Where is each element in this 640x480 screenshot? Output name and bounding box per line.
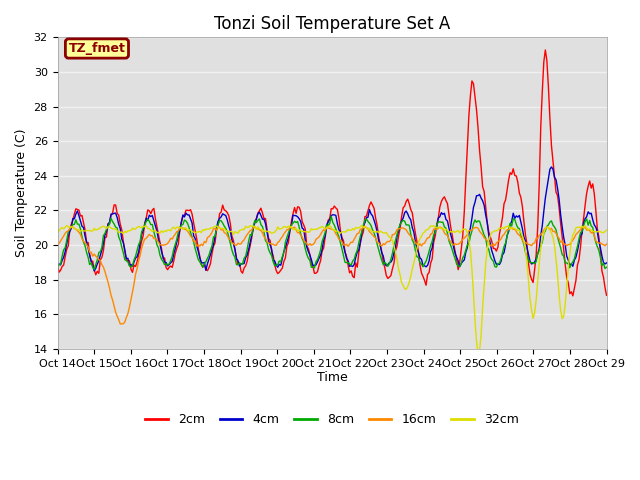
2cm [575,257,583,263]
32cm [358,223,365,228]
32cm [603,227,611,233]
2cm [541,47,549,53]
16cm [118,321,125,327]
4cm [219,211,227,216]
16cm [122,314,130,320]
32cm [54,230,61,236]
8cm [575,236,583,242]
8cm [122,258,130,264]
Y-axis label: Soil Temperature (C): Soil Temperature (C) [15,129,28,257]
32cm [218,226,225,231]
2cm [569,293,577,299]
16cm [219,226,227,232]
4cm [122,256,130,262]
Line: 32cm: 32cm [58,226,607,354]
16cm [295,229,303,235]
8cm [246,232,254,238]
32cm [121,228,129,234]
4cm [246,240,254,245]
8cm [295,224,303,230]
4cm [548,164,556,170]
X-axis label: Time: Time [317,372,348,384]
4cm [575,240,583,246]
4cm [237,261,245,267]
32cm [575,224,583,230]
8cm [603,264,611,270]
4cm [603,260,611,266]
Text: TZ_fmet: TZ_fmet [68,42,125,55]
8cm [219,220,227,226]
2cm [294,204,301,210]
32cm [474,351,482,357]
8cm [237,261,245,267]
2cm [603,292,611,298]
Line: 16cm: 16cm [58,227,607,324]
Title: Tonzi Soil Temperature Set A: Tonzi Soil Temperature Set A [214,15,450,33]
16cm [246,228,254,233]
Line: 8cm: 8cm [58,216,607,269]
2cm [121,249,129,254]
16cm [237,241,245,247]
8cm [328,214,335,219]
32cm [245,225,253,230]
16cm [54,241,61,247]
4cm [295,216,303,222]
4cm [54,262,61,267]
Legend: 2cm, 4cm, 8cm, 16cm, 32cm: 2cm, 4cm, 8cm, 16cm, 32cm [140,408,524,431]
32cm [236,228,243,233]
2cm [54,262,61,268]
16cm [575,228,583,234]
16cm [361,224,369,229]
32cm [294,228,301,234]
16cm [603,241,611,247]
Line: 2cm: 2cm [58,50,607,296]
2cm [245,250,253,255]
2cm [218,209,225,215]
8cm [90,266,98,272]
8cm [54,266,61,272]
2cm [236,260,243,266]
4cm [90,268,98,274]
Line: 4cm: 4cm [58,167,607,271]
